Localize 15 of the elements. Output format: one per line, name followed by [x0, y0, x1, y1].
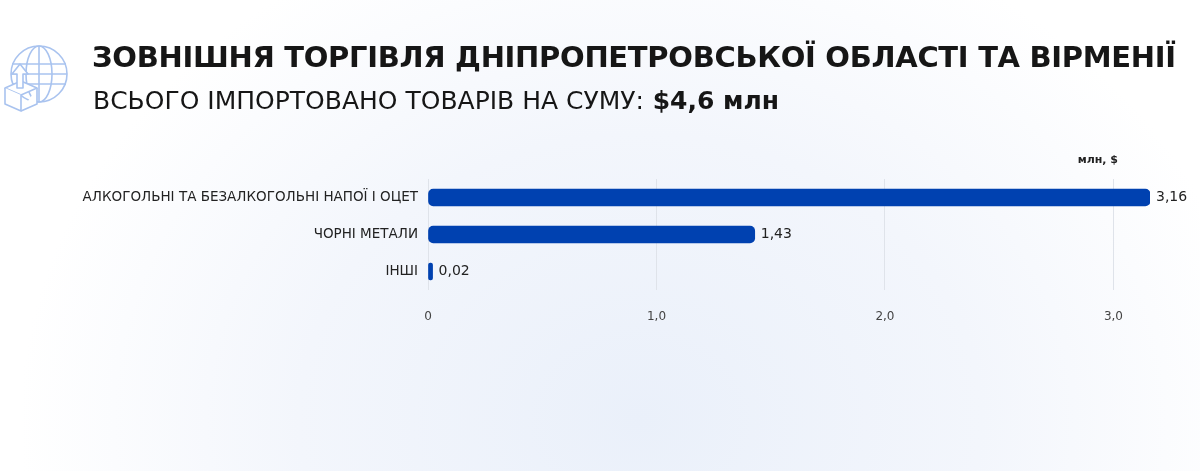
x-tick-label: 3,0: [1103, 309, 1123, 324]
bar: [428, 188, 1150, 207]
y-tick-label: АЛКОГОЛЬНІ ТА БЕЗАЛКОГОЛЬНІ НАПОЇ І ОЦЕТ: [82, 187, 419, 204]
data-label: 3,16: [1156, 188, 1188, 205]
bar: [428, 225, 756, 244]
chart-title: ЗОВНІШНЯ ТОРГІВЛЯ ДНІПРОПЕТРОВСЬКОЇ ОБЛАСТІ ТА ВІРМЕНІЇ: [92, 40, 1176, 74]
y-tick-label: ІНШІ: [385, 262, 418, 278]
x-axis-title: млн, $: [1077, 152, 1118, 166]
data-label: 1,43: [760, 225, 792, 242]
y-tick-label: ЧОРНІ МЕТАЛИ: [313, 225, 418, 241]
x-tick-label: 2,0: [875, 309, 895, 324]
x-tick-label: 1,0: [646, 309, 667, 324]
chart-subtitle: ВСЬОГО ІМПОРТОВАНО ТОВАРІВ НА СУМУ: $4,6 млн: [93, 86, 780, 115]
x-tick-label: 0: [424, 309, 432, 324]
data-label: 0,02: [438, 262, 470, 279]
